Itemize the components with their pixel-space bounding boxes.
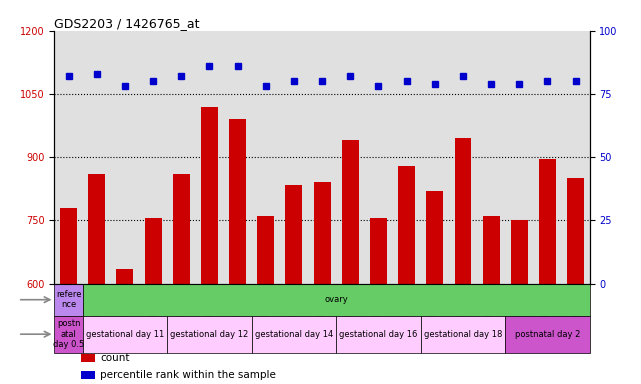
Bar bbox=[54, 316, 83, 353]
Bar bbox=[81, 371, 95, 379]
Text: ovary: ovary bbox=[324, 295, 348, 304]
Text: GDS2203 / 1426765_at: GDS2203 / 1426765_at bbox=[54, 17, 200, 30]
Bar bbox=[88, 174, 105, 384]
Bar bbox=[81, 354, 95, 362]
Bar bbox=[83, 316, 167, 353]
Text: gestational day 14: gestational day 14 bbox=[255, 330, 333, 339]
Bar bbox=[229, 119, 246, 384]
Bar bbox=[145, 218, 162, 384]
Bar bbox=[257, 216, 274, 384]
Bar bbox=[313, 182, 331, 384]
Bar bbox=[60, 208, 77, 384]
Text: gestational day 18: gestational day 18 bbox=[424, 330, 502, 339]
Text: gestational day 12: gestational day 12 bbox=[171, 330, 249, 339]
Bar bbox=[252, 316, 336, 353]
Bar bbox=[505, 316, 590, 353]
Bar bbox=[54, 284, 83, 316]
Text: postn
atal
day 0.5: postn atal day 0.5 bbox=[53, 319, 84, 349]
Bar bbox=[117, 269, 133, 384]
Bar bbox=[454, 138, 471, 384]
Bar bbox=[370, 218, 387, 384]
Text: percentile rank within the sample: percentile rank within the sample bbox=[100, 370, 276, 380]
Bar bbox=[342, 140, 359, 384]
Text: gestational day 11: gestational day 11 bbox=[86, 330, 164, 339]
Bar bbox=[173, 174, 190, 384]
Text: gestational day 16: gestational day 16 bbox=[339, 330, 418, 339]
Text: refere
nce: refere nce bbox=[56, 290, 81, 310]
Bar bbox=[285, 185, 303, 384]
Bar bbox=[398, 166, 415, 384]
Bar bbox=[539, 159, 556, 384]
Bar bbox=[420, 316, 505, 353]
Bar bbox=[201, 107, 218, 384]
Text: count: count bbox=[100, 353, 129, 363]
Bar bbox=[167, 316, 252, 353]
Bar bbox=[511, 220, 528, 384]
Text: postnatal day 2: postnatal day 2 bbox=[515, 330, 580, 339]
Bar bbox=[483, 216, 499, 384]
Bar bbox=[426, 191, 443, 384]
Bar bbox=[567, 178, 584, 384]
Bar bbox=[336, 316, 420, 353]
